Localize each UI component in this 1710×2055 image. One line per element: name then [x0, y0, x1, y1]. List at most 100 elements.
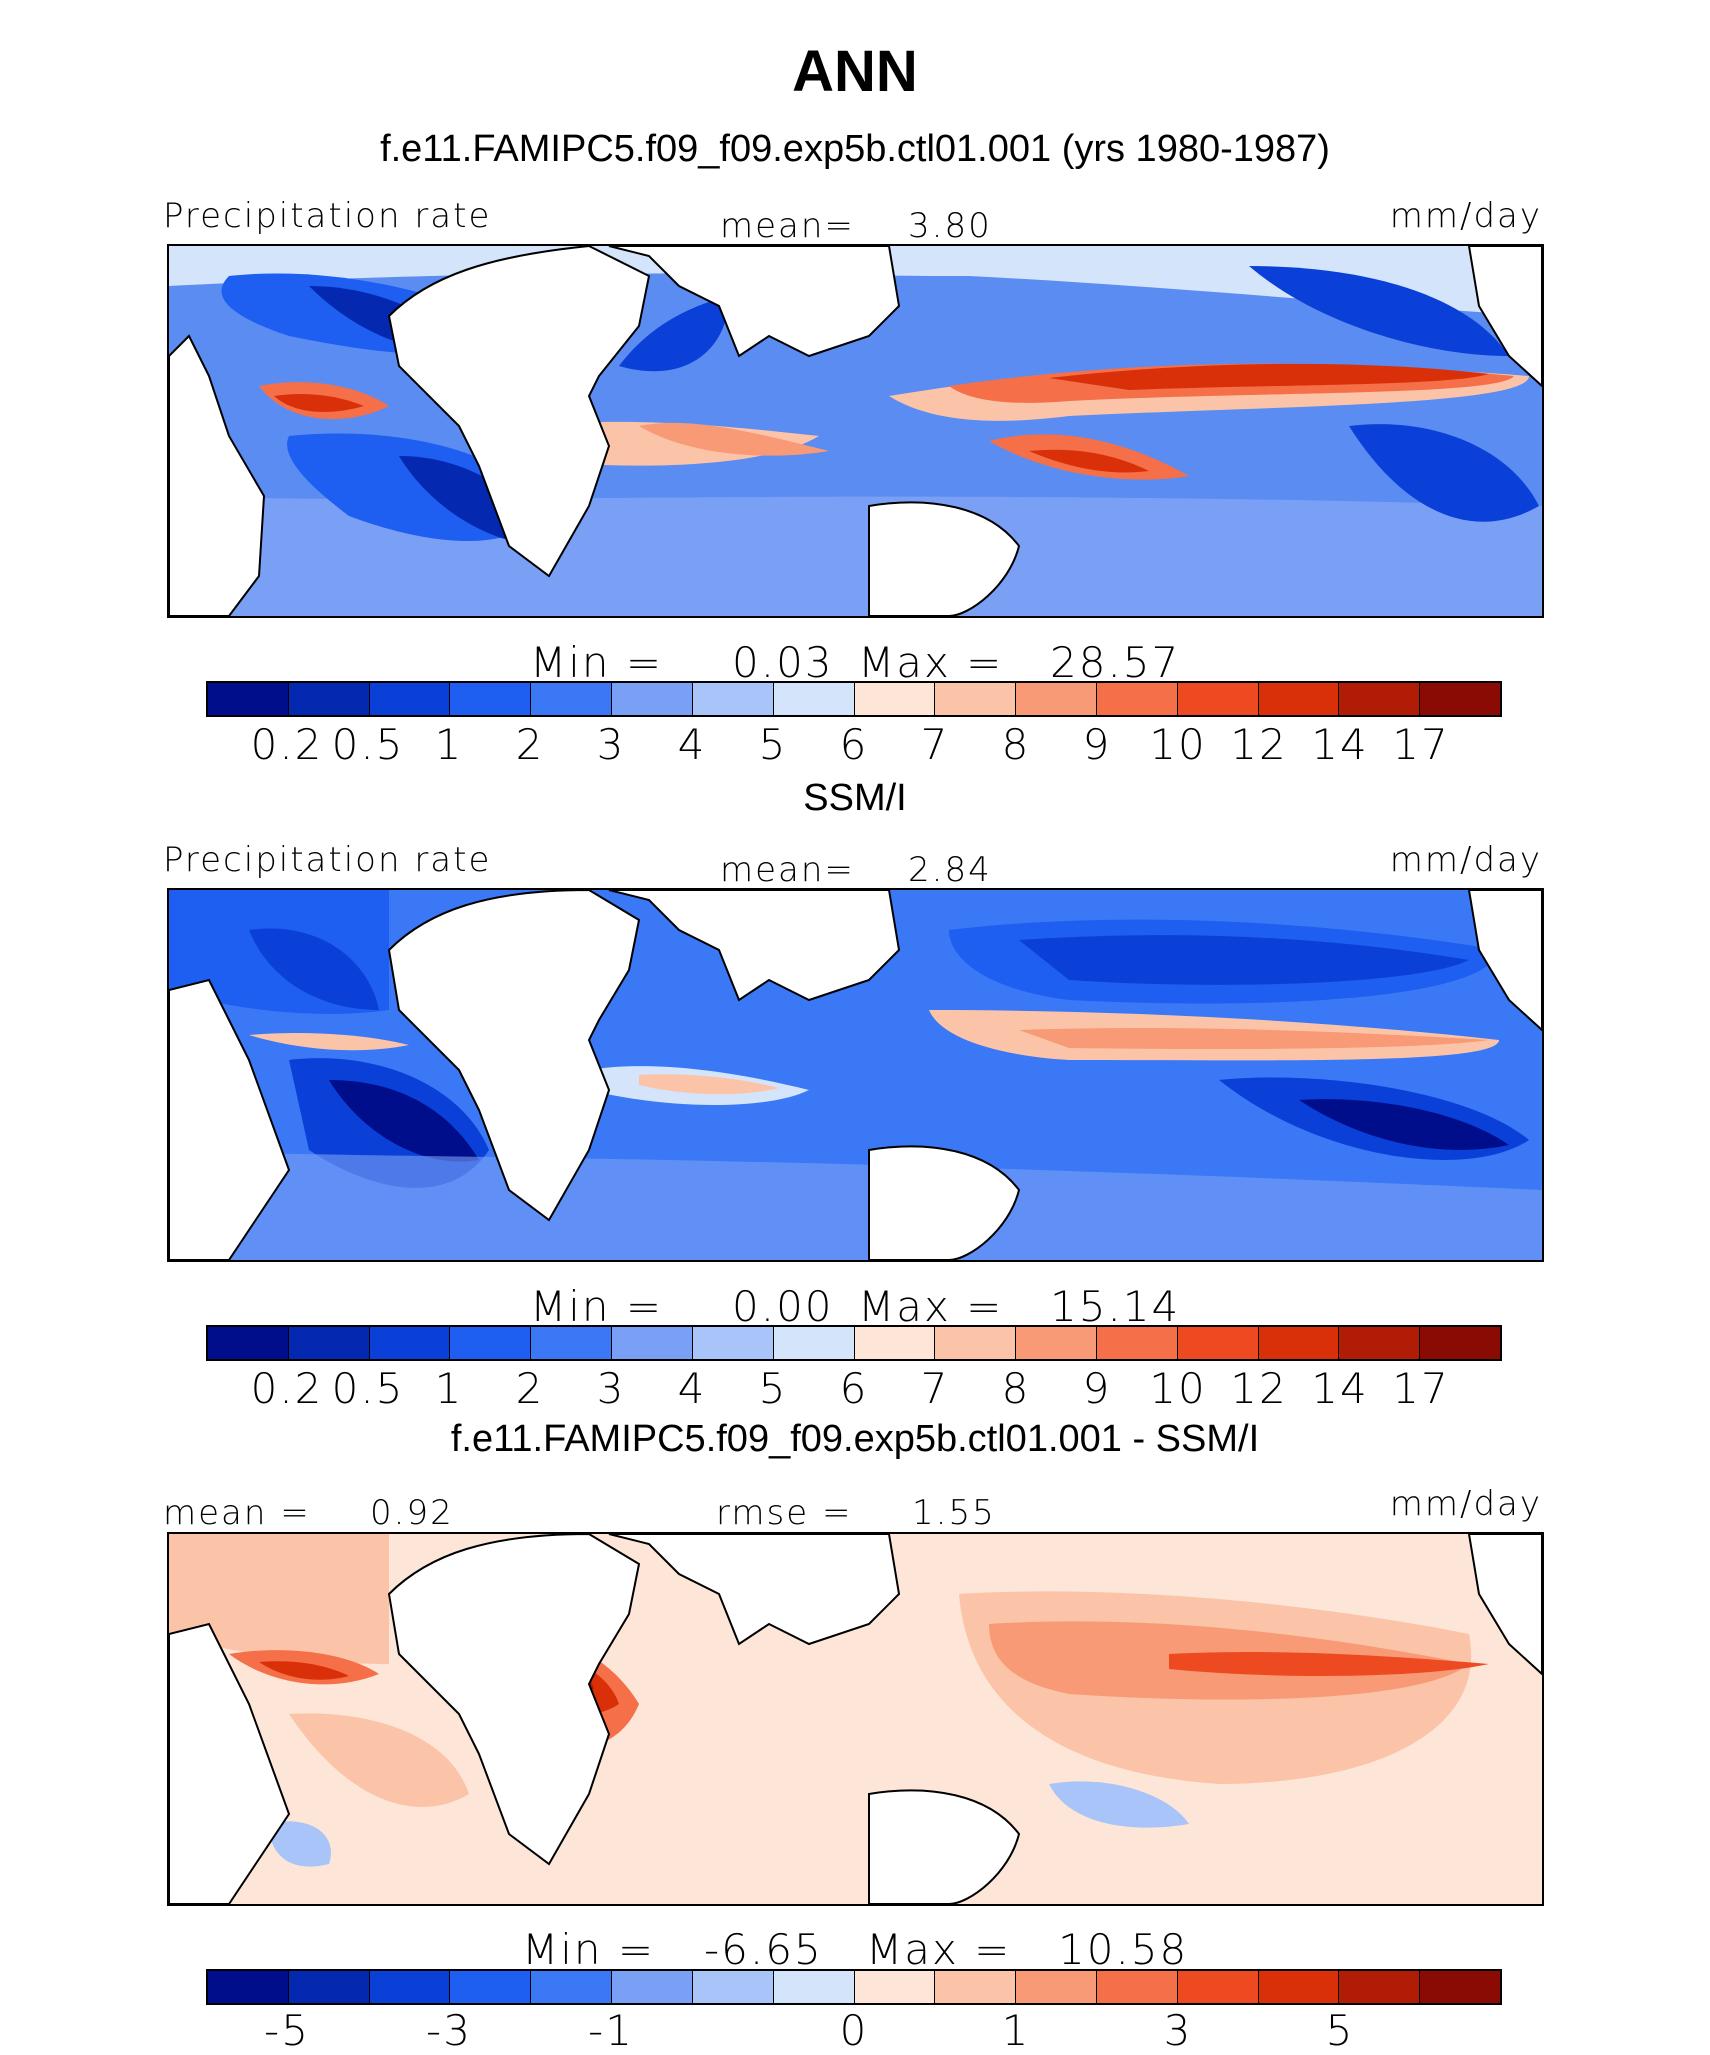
colorbar-tick-label: 0.5 [331, 1364, 405, 1413]
colorbar-tick-label: 2 [515, 1364, 545, 1413]
colorbar-tick-label: -1 [588, 2006, 634, 2055]
panel-3-colorbar-ticks: -5 -3 -1 0 1 3 5 [206, 2006, 1502, 2055]
figure-title: ANN [792, 39, 918, 104]
panel-3-mean-value: 0.92 [370, 1493, 454, 1533]
colorbar-tick-label: 17 [1392, 1364, 1450, 1413]
panel-3-min-value: -6.65 [704, 1925, 823, 1974]
colorbar-box [450, 1327, 532, 1359]
colorbar-box [1258, 1327, 1340, 1359]
panel-1-units: mm/day [1389, 196, 1542, 236]
colorbar-box [612, 1327, 693, 1359]
panel-3-mean-label: mean = [163, 1493, 311, 1533]
colorbar-box [1339, 1327, 1421, 1359]
panel-3-units: mm/day [1389, 1484, 1542, 1524]
colorbar-tick-label: -5 [264, 2006, 310, 2055]
colorbar-box [288, 1327, 370, 1359]
panel-2-map [167, 888, 1544, 1262]
panel-1-min-value: 0.03 [732, 638, 834, 687]
colorbar-box [1339, 1971, 1421, 2003]
panel-3-rmse-value: 1.55 [912, 1493, 996, 1533]
panel-1-max-value: 28.57 [1050, 638, 1181, 687]
colorbar-tick-label: 12 [1230, 720, 1288, 769]
panel-2-variable-label: Precipitation rate [163, 840, 492, 880]
panel-2-title: SSM/I [803, 777, 907, 819]
colorbar-tick-label: 3 [596, 1364, 626, 1413]
panel-2-max-label: Max = [858, 1282, 1004, 1331]
colorbar-tick-label: 1 [1001, 2006, 1031, 2055]
panel-2-min-value: 0.00 [732, 1282, 834, 1331]
colorbar-box [288, 1971, 370, 2003]
colorbar-box [1420, 683, 1500, 715]
colorbar-tick-label: 0.2 [250, 1364, 324, 1413]
colorbar-tick-label: 3 [1163, 2006, 1193, 2055]
colorbar-box [1420, 1971, 1500, 2003]
colorbar-box [369, 1327, 451, 1359]
colorbar-box [1177, 1327, 1259, 1359]
colorbar-box [612, 683, 693, 715]
colorbar-tick-label: 0 [839, 2006, 869, 2055]
colorbar-box [1258, 1971, 1340, 2003]
colorbar-tick-label: 0.2 [250, 720, 324, 769]
colorbar-tick-label: 12 [1230, 1364, 1288, 1413]
colorbar-tick-label: 6 [839, 720, 869, 769]
colorbar-box [1016, 1327, 1097, 1359]
colorbar-tick-label: 4 [677, 720, 707, 769]
panel-1-min-label: Min = [530, 638, 664, 687]
panel-2-units: mm/day [1389, 840, 1542, 880]
panel-1-mean-value: 3.80 [908, 206, 992, 246]
colorbar-box [208, 1971, 289, 2003]
panel-2-min-label: Min = [530, 1282, 664, 1331]
panel-3-max-value: 10.58 [1058, 1925, 1189, 1974]
colorbar-box [773, 683, 855, 715]
colorbar-box [1016, 683, 1097, 715]
colorbar-tick-label: 17 [1392, 720, 1450, 769]
colorbar-box [854, 1971, 936, 2003]
colorbar-tick-label: 1 [434, 1364, 464, 1413]
colorbar-tick-label: 5 [1325, 2006, 1355, 2055]
colorbar-box [288, 683, 370, 715]
colorbar-box [1096, 1327, 1178, 1359]
colorbar-box [450, 683, 532, 715]
colorbar-tick-label: 10 [1149, 720, 1207, 769]
panel-1-max-label: Max = [858, 638, 1004, 687]
colorbar-tick-label: -3 [426, 2006, 472, 2055]
colorbar-tick-label: 7 [920, 1364, 950, 1413]
panel-2-mean-value: 2.84 [908, 850, 992, 890]
colorbar-box [369, 683, 451, 715]
colorbar-tick-label: 8 [1001, 720, 1031, 769]
colorbar-box [1420, 1327, 1500, 1359]
colorbar-boxes [206, 1969, 1502, 2005]
colorbar-tick-label: 3 [596, 720, 626, 769]
colorbar-box [1096, 1971, 1178, 2003]
colorbar-tick-label: 5 [758, 1364, 788, 1413]
panel-1-variable-label: Precipitation rate [163, 196, 492, 236]
colorbar-box [208, 683, 289, 715]
colorbar-box [692, 683, 774, 715]
colorbar-tick-label: 9 [1082, 1364, 1112, 1413]
colorbar-box [612, 1971, 693, 2003]
panel-3-field [169, 1534, 1542, 1904]
colorbar-box [773, 1327, 855, 1359]
colorbar-tick-label: 14 [1311, 1364, 1369, 1413]
colorbar-box [854, 683, 936, 715]
panel-1-colorbar-ticks: 0.2 0.5 1 2 3 4 5 6 7 8 9 10 12 14 17 [206, 720, 1502, 770]
panel-3-map [167, 1532, 1544, 1906]
colorbar-tick-label: 7 [920, 720, 950, 769]
colorbar-box [854, 1327, 936, 1359]
colorbar-box [1016, 1971, 1097, 2003]
colorbar-box [531, 683, 613, 715]
panel-1-colorbar [206, 681, 1502, 717]
colorbar-box [1339, 683, 1421, 715]
colorbar-box [208, 1327, 289, 1359]
panel-2-colorbar-ticks: 0.2 0.5 1 2 3 4 5 6 7 8 9 10 12 14 17 [206, 1364, 1502, 1414]
colorbar-box [369, 1971, 451, 2003]
colorbar-tick-label: 8 [1001, 1364, 1031, 1413]
colorbar-tick-label: 6 [839, 1364, 869, 1413]
panel-3-colorbar [206, 1969, 1502, 2005]
colorbar-tick-label: 9 [1082, 720, 1112, 769]
panel-3-max-label: Max = [866, 1925, 1012, 1974]
panel-1-field [169, 246, 1542, 616]
colorbar-tick-label: 4 [677, 1364, 707, 1413]
panel-3-rmse-label: rmse = [716, 1493, 853, 1533]
colorbar-tick-label: 2 [515, 720, 545, 769]
